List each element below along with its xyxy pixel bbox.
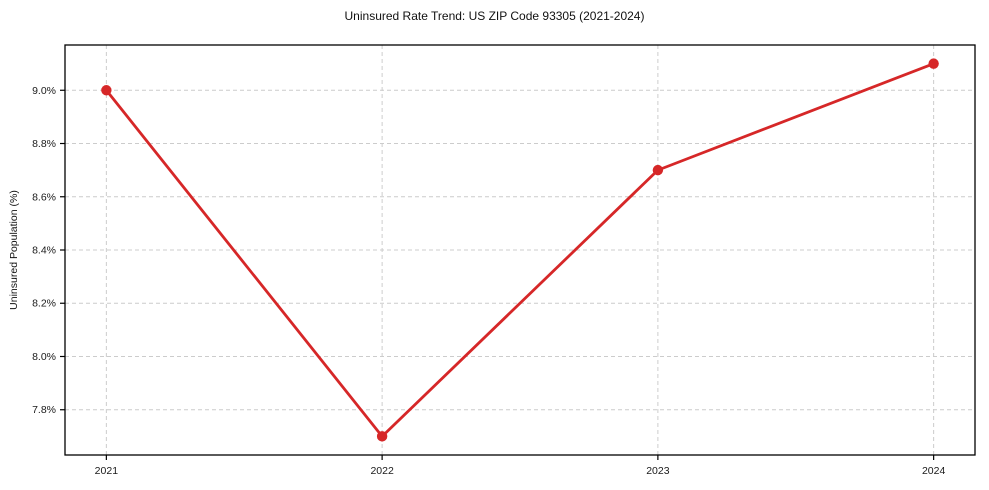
y-tick-label: 8.0% — [32, 351, 56, 363]
chart-title: Uninsured Rate Trend: US ZIP Code 93305 … — [344, 9, 645, 23]
data-point — [652, 164, 664, 176]
x-tick-label: 2023 — [646, 465, 670, 477]
y-tick-label: 7.8% — [32, 404, 56, 416]
x-tick-label: 2021 — [95, 465, 119, 477]
y-tick-label: 8.6% — [32, 191, 56, 203]
y-tick-label: 8.8% — [32, 138, 56, 150]
data-point — [928, 58, 939, 69]
data-point — [101, 85, 112, 96]
y-tick-label: 8.2% — [32, 298, 56, 310]
y-tick-label: 8.4% — [32, 245, 56, 257]
x-tick-label: 2022 — [370, 465, 394, 477]
y-tick-label: 9.0% — [32, 85, 56, 97]
x-tick-label: 2024 — [922, 465, 946, 477]
data-point — [376, 431, 388, 442]
y-axis-label: Uninsured Population (%) — [8, 190, 20, 310]
trend-line — [104, 62, 936, 438]
